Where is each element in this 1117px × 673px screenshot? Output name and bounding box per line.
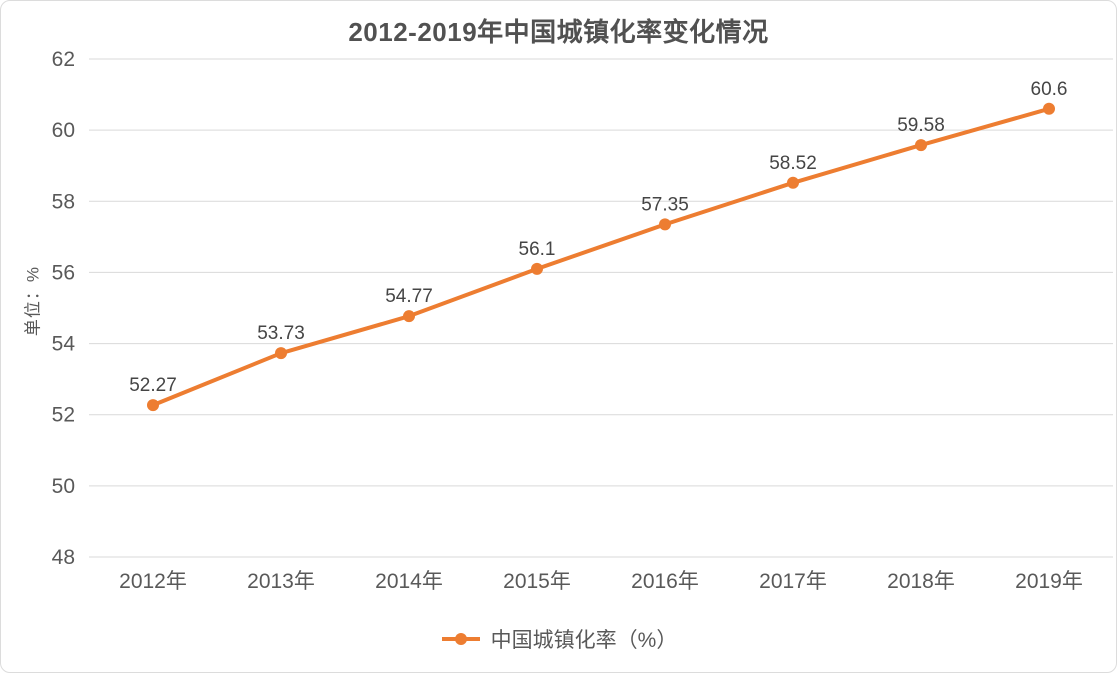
- data-point-marker-7: [915, 139, 927, 152]
- data-point-marker-6: [787, 176, 799, 189]
- data-label-7: 59.58: [897, 115, 945, 136]
- legend-label: 中国城镇化率（%）: [490, 629, 678, 652]
- data-label-2: 53.73: [257, 323, 305, 344]
- data-point-marker-2: [275, 347, 287, 360]
- y-tick-label-62: 62: [52, 48, 75, 71]
- data-point-marker-1: [147, 399, 159, 412]
- y-tick-label-54: 54: [52, 333, 76, 356]
- data-point-marker-4: [531, 262, 543, 275]
- x-tick-label-5: 2016年: [631, 570, 699, 593]
- x-tick-label-1: 2012年: [119, 570, 187, 593]
- x-tick-label-8: 2019年: [1015, 570, 1083, 593]
- data-point-marker-5: [659, 218, 671, 231]
- data-label-3: 54.77: [385, 286, 433, 307]
- y-tick-label-58: 58: [52, 190, 75, 213]
- y-tick-label-52: 52: [52, 404, 75, 427]
- y-tick-label-56: 56: [52, 261, 75, 284]
- x-tick-label-2: 2013年: [247, 570, 315, 593]
- data-label-6: 58.52: [769, 153, 817, 174]
- data-point-marker-8: [1043, 102, 1055, 115]
- data-label-1: 52.27: [129, 375, 177, 396]
- x-tick-label-7: 2018年: [887, 570, 955, 593]
- chart-title: 2012-2019年中国城镇化率变化情况: [348, 17, 769, 47]
- y-tick-label-50: 50: [52, 475, 75, 498]
- data-label-5: 57.35: [641, 194, 689, 215]
- data-point-marker-3: [403, 310, 415, 323]
- legend: 中国城镇化率（%）: [1, 624, 1116, 654]
- series-line: [151, 106, 1051, 408]
- data-label-4: 56.1: [519, 239, 556, 260]
- x-tick-label-6: 2017年: [759, 570, 827, 593]
- y-tick-label-48: 48: [52, 546, 75, 569]
- legend-line-marker-icon: [441, 633, 480, 645]
- data-label-8: 60.6: [1031, 79, 1068, 100]
- x-tick-label-4: 2015年: [503, 570, 571, 593]
- x-tick-label-3: 2014年: [375, 570, 443, 593]
- y-tick-label-60: 60: [52, 119, 75, 142]
